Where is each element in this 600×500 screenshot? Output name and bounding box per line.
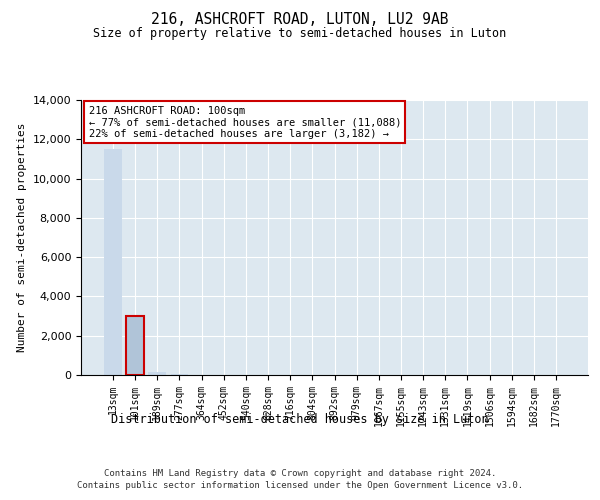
Text: Contains public sector information licensed under the Open Government Licence v3: Contains public sector information licen… [77, 481, 523, 490]
Text: 216 ASHCROFT ROAD: 100sqm
← 77% of semi-detached houses are smaller (11,088)
22%: 216 ASHCROFT ROAD: 100sqm ← 77% of semi-… [89, 106, 401, 138]
Y-axis label: Number of semi-detached properties: Number of semi-detached properties [17, 122, 27, 352]
Bar [126, 316, 144, 375]
Bar [170, 374, 188, 375]
Text: Distribution of semi-detached houses by size in Luton: Distribution of semi-detached houses by … [111, 412, 489, 426]
Text: Size of property relative to semi-detached houses in Luton: Size of property relative to semi-detach… [94, 28, 506, 40]
Text: 216, ASHCROFT ROAD, LUTON, LU2 9AB: 216, ASHCROFT ROAD, LUTON, LU2 9AB [151, 12, 449, 28]
Text: Contains HM Land Registry data © Crown copyright and database right 2024.: Contains HM Land Registry data © Crown c… [104, 469, 496, 478]
Bar [104, 149, 122, 375]
Bar [148, 372, 166, 375]
